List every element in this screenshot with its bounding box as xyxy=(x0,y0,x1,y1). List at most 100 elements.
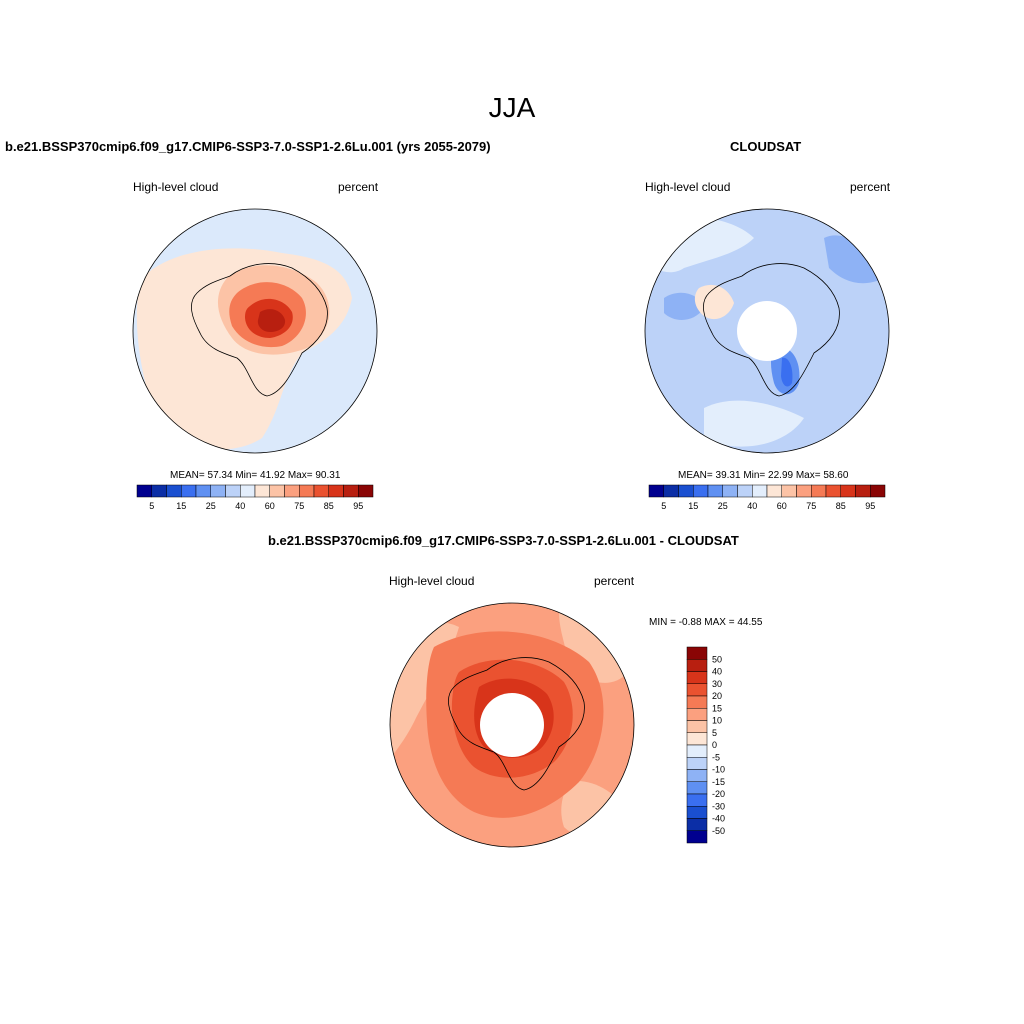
panel2-colorbar-tick-label: 60 xyxy=(777,501,787,511)
panel3-colorbar-tick-label: -40 xyxy=(712,814,725,824)
panel3-colorbar-tick-label: -50 xyxy=(712,826,725,836)
panel3-colorbar-tick-label: -30 xyxy=(712,801,725,811)
panel1-colorbar-box xyxy=(151,484,167,498)
panel3-colorbar-box xyxy=(686,793,708,807)
panel3-colorbar-tick-label: -5 xyxy=(712,752,720,762)
map2-peninsula-region xyxy=(694,284,734,320)
panel2-colorbar-tick-label: 25 xyxy=(718,501,728,511)
panel1-colorbar-box xyxy=(225,484,241,498)
panel3-colorbar-box xyxy=(686,781,708,795)
panel2-colorbar-box xyxy=(693,484,709,498)
panel3-colorbar-box xyxy=(686,757,708,770)
panel2-colorbar-box xyxy=(811,484,827,498)
map2-coastline xyxy=(703,263,840,397)
panel1-colorbar-box xyxy=(240,484,256,498)
panel3-colorbar-box xyxy=(686,720,708,733)
panel1-colorbar-tick-label: 75 xyxy=(294,501,304,511)
panel2-colorbar-tick-label: 40 xyxy=(747,501,757,511)
panel1-colorbar-tick-label: 95 xyxy=(353,501,363,511)
panel2-stats: MEAN= 39.31 Min= 22.99 Max= 58.60 xyxy=(678,470,849,481)
panel1-colorbar-box xyxy=(284,484,300,498)
panel2-colorbar-tick-label: 75 xyxy=(806,501,816,511)
panel3-units-label: percent xyxy=(594,574,635,588)
panel1-colorbar-tick-label: 40 xyxy=(235,501,245,511)
panel2-colorbar-box xyxy=(840,484,856,498)
panel3-title: b.e21.BSSP370cmip6.f09_g17.CMIP6-SSP3-7.… xyxy=(268,533,739,548)
map2-weddell-min-region xyxy=(781,357,793,387)
panel2-colorbar-box xyxy=(707,484,723,498)
panel3-colorbar-tick-label: 5 xyxy=(712,728,717,738)
panel1-colorbar-box xyxy=(136,484,152,498)
panel2-colorbar-tick-label: 5 xyxy=(661,501,666,511)
panel3-colorbar-tick-label: 40 xyxy=(712,667,722,677)
panel3-colorbar-tick-label: 15 xyxy=(712,703,722,713)
panel3-colorbar-box xyxy=(686,671,708,684)
panel2-colorbar-box xyxy=(781,484,797,498)
panel3-colorbar-tick-label: -20 xyxy=(712,789,725,799)
panel3-colorbar-box xyxy=(686,818,708,831)
panel3-colorbar-tick-label: 20 xyxy=(712,691,722,701)
panel2-map xyxy=(644,208,890,454)
panel2-colorbar-box xyxy=(663,484,679,498)
map2-polar-gap xyxy=(737,301,797,361)
panel1-colorbar: 5 15 25 40 60 75 85 95 xyxy=(136,484,374,511)
panel1-colorbar-box xyxy=(166,484,182,498)
panel1-colorbar-tick-label: 25 xyxy=(206,501,216,511)
panel1-colorbar-box xyxy=(269,484,285,498)
panel1-colorbar-box xyxy=(210,484,226,498)
map3-boundary xyxy=(389,602,635,848)
panel3-colorbar-tick-label: 10 xyxy=(712,716,722,726)
panel1-colorbar-tick-label: 60 xyxy=(265,501,275,511)
map3-polar-gap xyxy=(480,693,544,757)
panel2-colorbar-box xyxy=(870,484,886,498)
panel1-map xyxy=(132,208,378,454)
panel3-colorbar-tick-label: 30 xyxy=(712,679,722,689)
panel2-colorbar-box xyxy=(678,484,694,498)
panel2-units-label: percent xyxy=(850,180,891,194)
map2-boundary xyxy=(644,208,890,454)
map1-coastline xyxy=(191,263,328,397)
panel3-colorbar-tick-label: 50 xyxy=(712,654,722,664)
panel1-colorbar-box xyxy=(299,484,315,498)
panel3-colorbar-box xyxy=(686,744,708,758)
panel1-colorbar-box xyxy=(313,484,329,498)
panel3-colorbar-box xyxy=(686,695,708,709)
panel2-colorbar: 5 15 25 40 60 75 85 95 xyxy=(648,484,886,511)
panel2-colorbar-box xyxy=(796,484,812,498)
panel3-colorbar-box xyxy=(686,646,708,660)
panel1-colorbar-box xyxy=(254,484,270,498)
panel1-units-label: percent xyxy=(338,180,379,194)
panel3-colorbar-box xyxy=(686,806,708,819)
panel1-colorbar-box xyxy=(181,484,197,498)
panel3-colorbar-box xyxy=(686,708,708,721)
panel2-colorbar-box xyxy=(752,484,768,498)
map2-mid-region-1 xyxy=(824,235,884,284)
panel3-colorbar-box xyxy=(686,732,708,746)
panel2-colorbar-box xyxy=(766,484,782,498)
panel2-colorbar-box xyxy=(722,484,738,498)
panel2-title: CLOUDSAT xyxy=(730,139,802,154)
map2-mid-region-2 xyxy=(664,292,704,320)
panel1-stats: MEAN= 57.34 Min= 41.92 Max= 90.31 xyxy=(170,470,341,481)
panel3-colorbar-box xyxy=(686,659,708,672)
panel1-colorbar-tick-label: 5 xyxy=(149,501,154,511)
panel1-colorbar-tick-label: 15 xyxy=(176,501,186,511)
map2-light-region-2 xyxy=(704,400,804,447)
panel3-colorbar-tick-label: 0 xyxy=(712,740,717,750)
map1-max-region xyxy=(257,309,286,332)
panel3-colorbar-box xyxy=(686,769,708,782)
panel2-colorbar-box xyxy=(737,484,753,498)
panel2-colorbar-tick-label: 95 xyxy=(865,501,875,511)
panel1-colorbar-box xyxy=(358,484,374,498)
panel2-variable-label: High-level cloud xyxy=(645,180,731,194)
panel1-variable-label: High-level cloud xyxy=(133,180,219,194)
panel3-variable-label: High-level cloud xyxy=(389,574,475,588)
panel1-colorbar-box xyxy=(343,484,359,498)
figure-title: JJA xyxy=(488,92,536,123)
map1-boundary xyxy=(132,208,378,454)
map3-coastline xyxy=(448,657,585,791)
panel1-title: b.e21.BSSP370cmip6.f09_g17.CMIP6-SSP3-7.… xyxy=(5,139,491,154)
panel2-colorbar-box xyxy=(825,484,841,498)
panel1-colorbar-tick-label: 85 xyxy=(324,501,334,511)
panel1-colorbar-box xyxy=(328,484,344,498)
